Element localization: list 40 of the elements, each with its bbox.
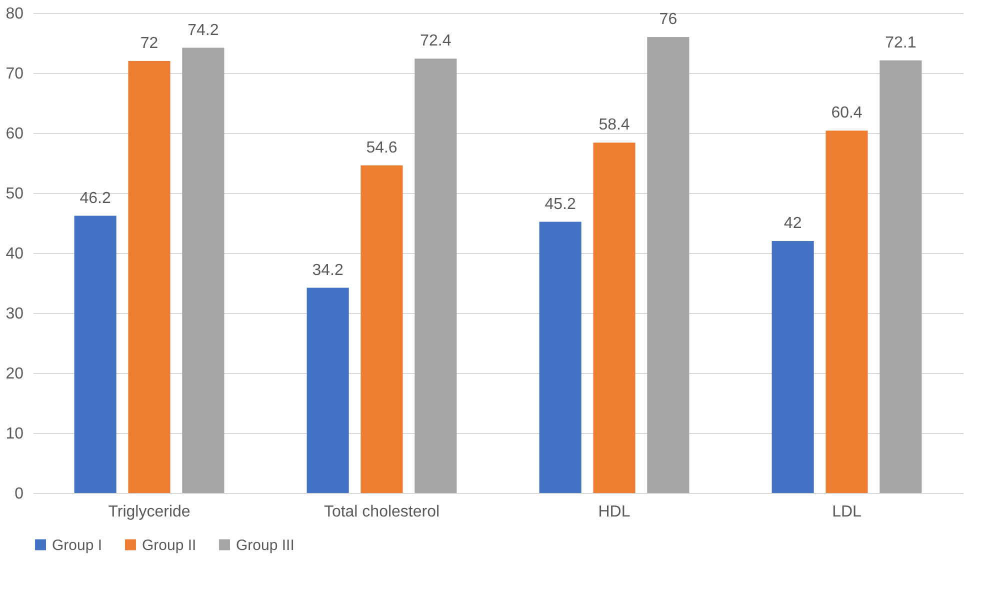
bar bbox=[880, 60, 922, 493]
y-tick-label: 10 bbox=[6, 426, 24, 442]
data-label: 54.6 bbox=[366, 139, 398, 156]
bar bbox=[182, 48, 224, 493]
data-label: 72 bbox=[140, 35, 158, 52]
data-label: 76 bbox=[659, 11, 678, 28]
x-tick-label: Total cholesterol bbox=[324, 504, 440, 520]
y-tick-label: 70 bbox=[6, 66, 24, 82]
y-tick-label: 0 bbox=[14, 486, 24, 502]
x-tick-label: Triglyceride bbox=[108, 504, 190, 520]
bar bbox=[647, 37, 690, 493]
y-tick-label: 50 bbox=[6, 186, 24, 202]
data-label: 46.2 bbox=[80, 190, 111, 207]
y-tick-label: 40 bbox=[6, 246, 24, 262]
data-label: 58.4 bbox=[598, 116, 630, 134]
bar bbox=[826, 130, 868, 493]
bar bbox=[772, 241, 814, 493]
x-tick-label: HDL bbox=[598, 504, 630, 520]
legend-label: Group III bbox=[236, 536, 294, 554]
legend-label: Group II bbox=[142, 536, 196, 554]
data-label: 74.2 bbox=[188, 22, 219, 39]
bar bbox=[306, 288, 349, 493]
y-tick-label: 30 bbox=[6, 306, 24, 322]
y-tick-label: 20 bbox=[6, 366, 24, 382]
data-label: 42 bbox=[784, 215, 802, 232]
data-label: 60.4 bbox=[831, 104, 862, 122]
bar bbox=[414, 58, 457, 493]
data-label: 72.1 bbox=[885, 34, 916, 52]
bar bbox=[593, 142, 636, 493]
bar bbox=[539, 222, 582, 493]
x-tick-label: LDL bbox=[832, 504, 862, 520]
y-tick-label: 60 bbox=[6, 126, 24, 142]
bar bbox=[128, 61, 170, 493]
bar bbox=[74, 216, 116, 493]
data-label: 72.4 bbox=[420, 32, 452, 50]
legend-label: Group I bbox=[52, 536, 102, 554]
data-label: 45.2 bbox=[544, 196, 576, 213]
bar bbox=[360, 165, 403, 493]
data-label: 34.2 bbox=[312, 262, 344, 279]
y-tick-label: 80 bbox=[6, 6, 24, 22]
